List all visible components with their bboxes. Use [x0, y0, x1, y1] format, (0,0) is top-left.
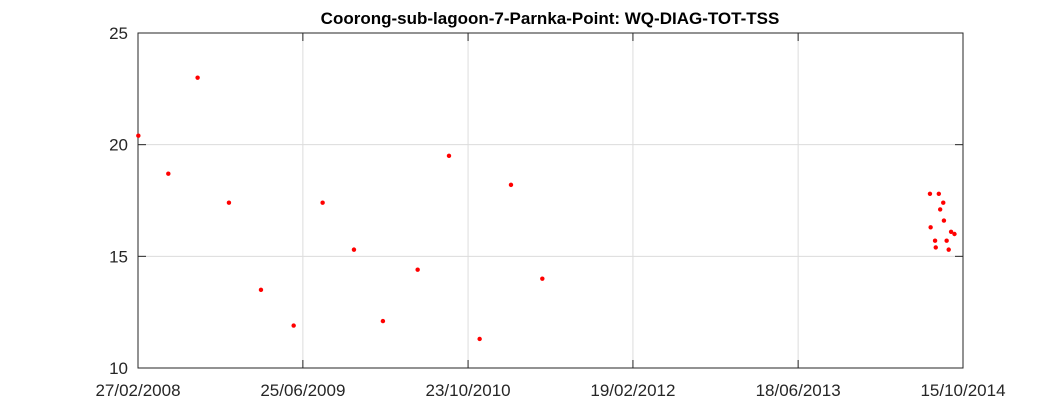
data-point	[320, 200, 325, 205]
data-point	[948, 229, 954, 234]
x-tick-label: 19/02/2012	[590, 381, 675, 400]
data-point	[508, 182, 514, 188]
data-point	[291, 323, 296, 328]
data-points	[136, 75, 957, 342]
x-tick-label: 15/10/2014	[920, 381, 1005, 400]
plot-background	[138, 33, 963, 368]
data-point	[195, 75, 200, 80]
y-tick-label: 10	[109, 359, 128, 378]
data-point	[952, 231, 957, 237]
chart-title: Coorong-sub-lagoon-7-Parnka-Point: WQ-DI…	[321, 9, 780, 28]
y-tick-label: 25	[109, 24, 128, 43]
data-point	[351, 247, 357, 252]
data-point	[226, 200, 232, 205]
data-point	[937, 207, 943, 212]
data-point	[946, 247, 951, 252]
data-point	[933, 245, 938, 250]
data-point	[380, 318, 386, 324]
x-tick-label: 23/10/2010	[426, 381, 511, 400]
x-tick-label: 25/06/2009	[260, 381, 345, 400]
data-point	[415, 267, 420, 272]
data-point	[477, 336, 482, 342]
x-tick-label: 18/06/2013	[756, 381, 841, 400]
x-tick-labels: 27/02/2008 25/06/2009 23/10/2010 19/02/2012…	[95, 33, 1006, 400]
plot-frame	[137, 32, 964, 369]
x-tick-label: 27/02/2008	[95, 381, 180, 400]
data-point	[927, 191, 933, 196]
data-point	[941, 218, 947, 223]
y-tick-label: 20	[109, 136, 128, 155]
data-point	[136, 133, 141, 138]
y-tick-label: 15	[109, 247, 128, 266]
data-point	[932, 238, 938, 243]
y-tick-labels: 10 15 20 25	[109, 24, 963, 378]
data-point	[944, 238, 949, 243]
data-point	[936, 191, 942, 196]
data-point	[540, 276, 545, 281]
data-point	[446, 153, 452, 159]
data-point	[941, 200, 946, 205]
data-point	[928, 225, 933, 230]
data-point	[258, 287, 264, 293]
data-point	[166, 171, 171, 176]
